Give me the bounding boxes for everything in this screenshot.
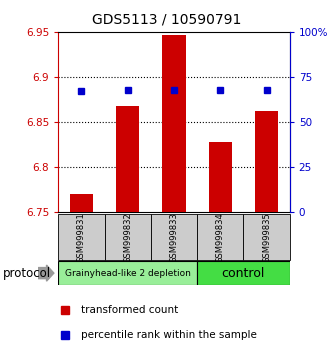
Text: transformed count: transformed count	[81, 305, 179, 315]
Text: percentile rank within the sample: percentile rank within the sample	[81, 330, 257, 339]
Bar	[105, 214, 151, 260]
Text: GDS5113 / 10590791: GDS5113 / 10590791	[92, 12, 241, 27]
Text: GSM999833: GSM999833	[169, 212, 178, 263]
Bar	[209, 142, 232, 212]
Text: GSM999831: GSM999831	[77, 212, 86, 263]
Text: GSM999832: GSM999832	[123, 212, 132, 263]
Text: protocol: protocol	[3, 267, 52, 280]
Bar	[197, 261, 290, 285]
Bar	[116, 106, 139, 212]
Bar	[197, 214, 243, 260]
Bar	[58, 214, 105, 260]
Bar	[163, 35, 185, 212]
Text: Grainyhead-like 2 depletion: Grainyhead-like 2 depletion	[65, 269, 191, 278]
FancyArrow shape	[38, 265, 54, 281]
Bar	[255, 111, 278, 212]
Bar	[58, 261, 197, 285]
Text: control: control	[222, 267, 265, 280]
Bar	[243, 214, 290, 260]
Bar	[151, 214, 197, 260]
Text: GSM999835: GSM999835	[262, 212, 271, 263]
Text: GSM999834: GSM999834	[216, 212, 225, 263]
Bar	[70, 194, 93, 212]
